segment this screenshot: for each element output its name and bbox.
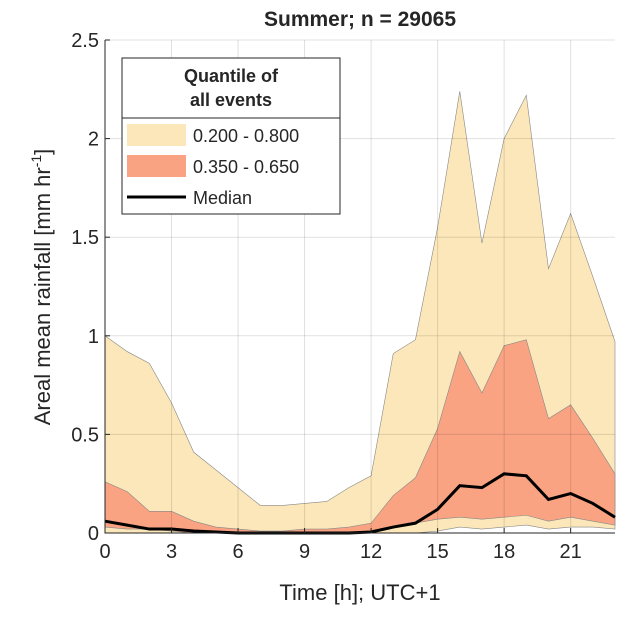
- x-tick-label: 15: [426, 541, 448, 563]
- y-axis-label: Areal mean rainfall [mm hr-1]: [28, 149, 55, 426]
- legend-swatch: [127, 155, 186, 177]
- y-tick-label: 1: [88, 326, 99, 348]
- y-tick-label: 2: [88, 129, 99, 151]
- legend-title: all events: [190, 90, 272, 110]
- legend-title: Quantile of: [184, 66, 279, 86]
- x-tick-label: 12: [360, 541, 382, 563]
- y-tick-label: 0.5: [71, 424, 99, 446]
- x-tick-label: 18: [493, 541, 515, 563]
- legend-label: 0.350 - 0.650: [193, 157, 299, 177]
- x-tick-label: 6: [232, 541, 243, 563]
- legend-label: 0.200 - 0.800: [193, 126, 299, 146]
- x-tick-label: 21: [560, 541, 582, 563]
- x-tick-label: 3: [166, 541, 177, 563]
- legend: Quantile of all events 0.200 - 0.800 0.350 …: [121, 57, 341, 215]
- x-tick-label: 0: [99, 541, 110, 563]
- x-tick-label: 9: [299, 541, 310, 563]
- legend-swatch: [127, 124, 186, 146]
- legend-label: Median: [193, 188, 252, 208]
- chart-title: Summer; n = 29065: [264, 8, 456, 31]
- y-tick-label: 2.5: [71, 30, 99, 52]
- y-tick-label: 1.5: [71, 227, 99, 249]
- x-axis-label: Time [h]; UTC+1: [279, 580, 440, 605]
- y-axis-label-sup: -1: [28, 155, 44, 168]
- y-axis-label-part: Areal mean rainfall [mm hr: [30, 167, 55, 425]
- y-tick-label: 0: [88, 523, 99, 545]
- y-axis-label-part: ]: [30, 149, 55, 155]
